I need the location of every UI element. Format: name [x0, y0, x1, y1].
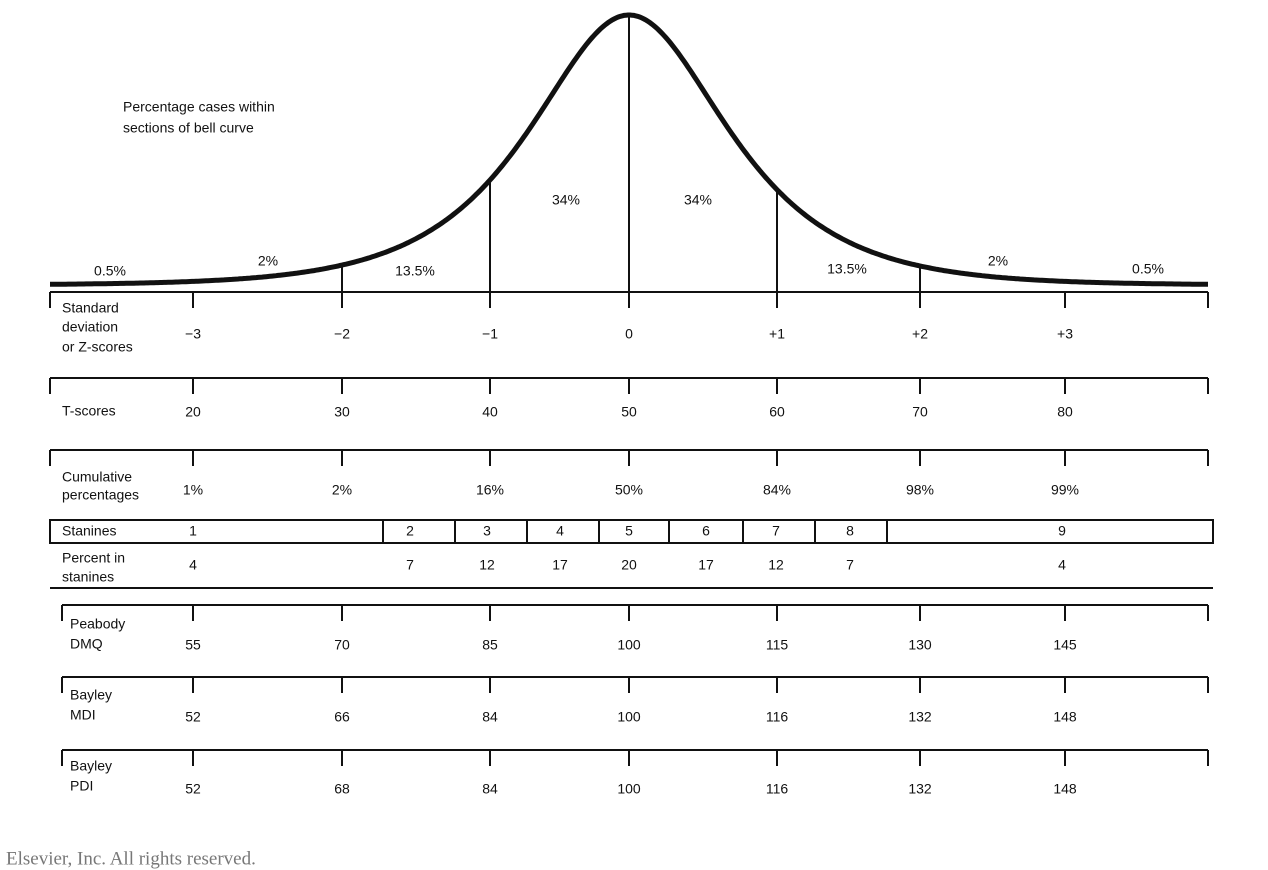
stanine-value: 2 — [406, 523, 414, 539]
scale-value: 148 — [1053, 781, 1077, 797]
scale-value: +3 — [1057, 326, 1073, 342]
scale-label: MDI — [70, 707, 96, 723]
scale-value: 55 — [185, 637, 201, 653]
stanine-box — [49, 519, 1214, 544]
scale-value: 100 — [617, 637, 641, 653]
scale-label: Bayley — [70, 758, 112, 774]
scale-value: 52 — [185, 781, 201, 797]
stanine-percent: 4 — [1058, 557, 1066, 573]
scale-label: DMQ — [70, 636, 103, 652]
percentage-label: 34% — [684, 192, 712, 208]
stanine-value: 9 — [1058, 523, 1066, 539]
percentage-label: 2% — [258, 253, 278, 269]
scale-value: +1 — [769, 326, 785, 342]
scale-label: T-scores — [62, 403, 116, 419]
scale-value: 60 — [769, 404, 785, 420]
stanine-percent: 12 — [768, 557, 784, 573]
stanine-percent: 4 — [189, 557, 197, 573]
scale-label: Standard — [62, 300, 119, 316]
stanine-percent: 7 — [406, 557, 414, 573]
scale-value: 115 — [766, 637, 789, 653]
scale-value: 70 — [334, 637, 350, 653]
percentage-label: 0.5% — [1132, 261, 1164, 277]
scale-label: Bayley — [70, 687, 112, 703]
scale-label: Percent in — [62, 550, 125, 566]
scale-value: 50% — [615, 482, 643, 498]
scale-value: 132 — [908, 781, 932, 797]
scale-label: deviation — [62, 319, 118, 335]
scale-value: 40 — [482, 404, 498, 420]
stanine-label: Stanines — [62, 523, 116, 539]
scale-value: 52 — [185, 709, 201, 725]
scale-value: 148 — [1053, 709, 1077, 725]
stanine-percent: 12 — [479, 557, 495, 573]
scale-label: stanines — [62, 569, 114, 585]
scale-value: +2 — [912, 326, 928, 342]
footer: Elsevier, Inc. All rights reserved. — [6, 848, 256, 869]
percentage-label: 13.5% — [395, 263, 435, 279]
scale-value: 50 — [621, 404, 637, 420]
scale-value: 20 — [185, 404, 201, 420]
stanine-value: 7 — [772, 523, 780, 539]
stanine-value: 1 — [189, 523, 197, 539]
scale-value: 99% — [1051, 482, 1079, 498]
scale-value: 116 — [766, 781, 789, 797]
scale-value: 84 — [482, 709, 498, 725]
scale-value: 100 — [617, 709, 641, 725]
scale-value: −3 — [185, 326, 201, 342]
scale-value: 145 — [1053, 637, 1077, 653]
scale-value: 116 — [766, 709, 789, 725]
scale-value: 100 — [617, 781, 641, 797]
scale-value: 66 — [334, 709, 350, 725]
scale-value: 98% — [906, 482, 934, 498]
scale-label: Peabody — [70, 616, 125, 632]
percentage-label: 0.5% — [94, 263, 126, 279]
scale-value: 1% — [183, 482, 203, 498]
stanine-percent: 17 — [698, 557, 714, 573]
scale-label: Cumulative — [62, 469, 132, 485]
stanine-value: 5 — [625, 523, 633, 539]
stanine-value: 6 — [702, 523, 710, 539]
scale-value: 132 — [908, 709, 932, 725]
caption: Percentage cases within — [123, 99, 275, 115]
scale-value: 84 — [482, 781, 498, 797]
scale-value: 130 — [908, 637, 932, 653]
scale-value: 68 — [334, 781, 350, 797]
scale-value: 0 — [625, 326, 633, 342]
scale-value: −2 — [334, 326, 350, 342]
stanine-percent: 7 — [846, 557, 854, 573]
scale-label: PDI — [70, 778, 93, 794]
stanine-value: 3 — [483, 523, 491, 539]
scale-value: 30 — [334, 404, 350, 420]
percentage-label: 34% — [552, 192, 580, 208]
scale-value: 84% — [763, 482, 791, 498]
scale-label: or Z-scores — [62, 339, 133, 355]
scale-value: 80 — [1057, 404, 1073, 420]
scale-value: 16% — [476, 482, 504, 498]
scale-value: 85 — [482, 637, 498, 653]
stanine-percent: 17 — [552, 557, 568, 573]
scale-value: 70 — [912, 404, 928, 420]
stanine-value: 4 — [556, 523, 564, 539]
percentage-label: 13.5% — [827, 261, 867, 277]
scale-value: 2% — [332, 482, 352, 498]
stanine-value: 8 — [846, 523, 854, 539]
scale-label: percentages — [62, 487, 139, 503]
scale-value: −1 — [482, 326, 498, 342]
caption: sections of bell curve — [123, 120, 254, 136]
percentage-label: 2% — [988, 253, 1008, 269]
stanine-percent: 20 — [621, 557, 637, 573]
